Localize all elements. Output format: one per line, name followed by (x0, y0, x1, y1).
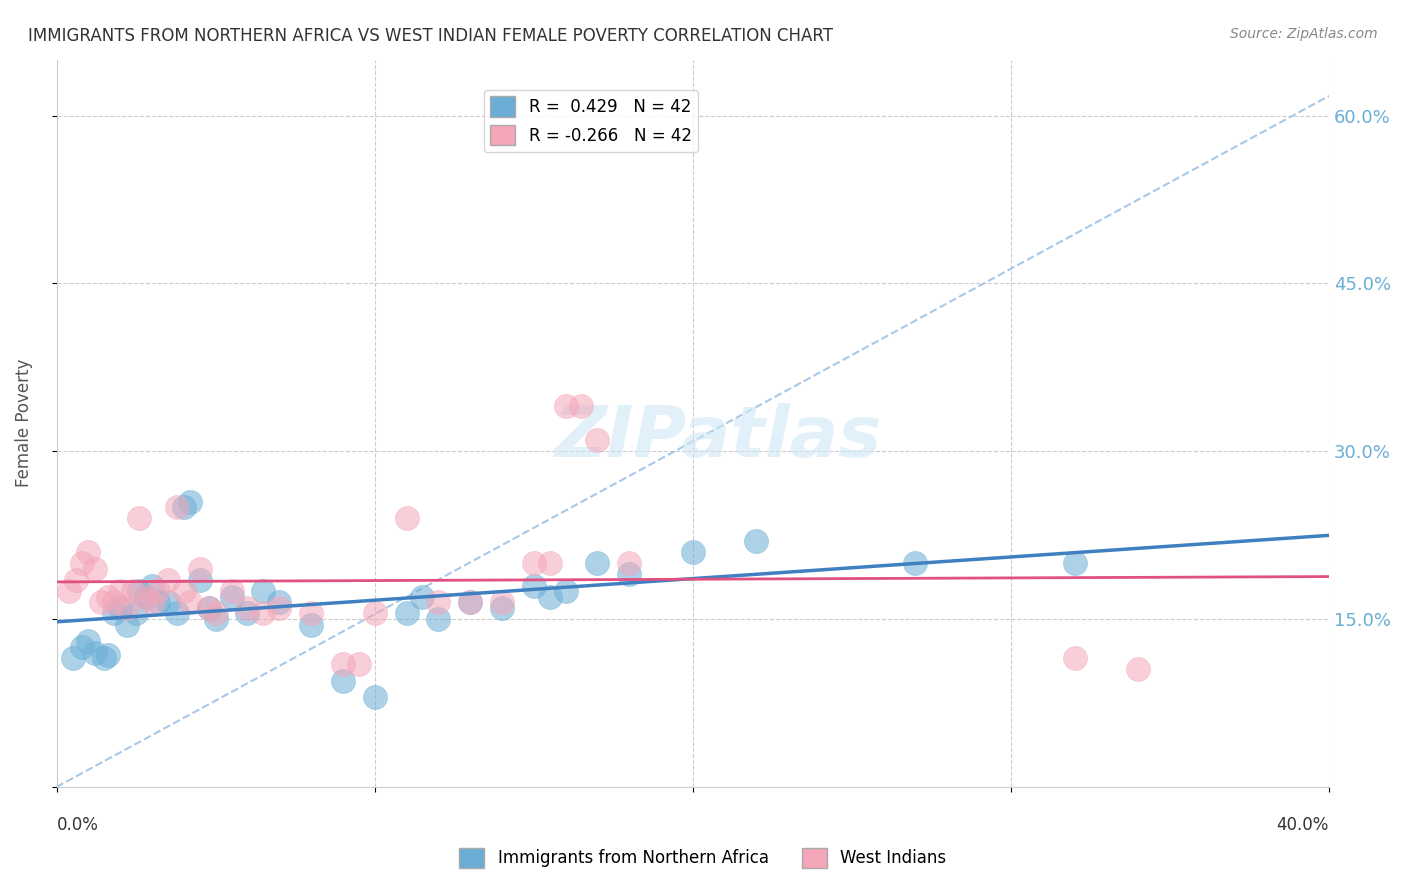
Point (491, 595, 513, 609)
Point (115, 617, 138, 632)
Text: 40.0%: 40.0% (1277, 816, 1329, 834)
Point (166, 607, 188, 621)
Point (221, 584, 243, 599)
Point (65, 573, 87, 587)
Point (571, 400, 593, 414)
Point (115, 600, 138, 615)
Point (110, 600, 132, 615)
Point (156, 573, 179, 587)
Point (427, 612, 450, 626)
Text: Source: ZipAtlas.com: Source: ZipAtlas.com (1230, 27, 1378, 41)
Text: ZIPatlas: ZIPatlas (554, 403, 882, 472)
Point (586, 556, 609, 570)
Point (93, 651, 115, 665)
Point (1063, 556, 1085, 570)
Point (221, 590, 243, 604)
Point (1126, 662, 1149, 676)
Point (332, 673, 354, 688)
Point (458, 595, 481, 609)
Point (236, 600, 259, 615)
Point (156, 595, 179, 609)
Point (538, 556, 561, 570)
Point (523, 578, 546, 592)
Text: IMMIGRANTS FROM NORTHERN AFRICA VS WEST INDIAN FEMALE POVERTY CORRELATION CHART: IMMIGRANTS FROM NORTHERN AFRICA VS WEST … (28, 27, 834, 45)
Point (619, 556, 641, 570)
Point (77, 634, 100, 648)
Text: 0.0%: 0.0% (56, 816, 98, 834)
Point (198, 600, 221, 615)
Legend: R =  0.429   N = 42, R = -0.266   N = 42: R = 0.429 N = 42, R = -0.266 N = 42 (484, 90, 699, 153)
Point (128, 584, 150, 599)
Point (427, 595, 450, 609)
Point (269, 600, 291, 615)
Point (173, 584, 195, 599)
Point (299, 607, 322, 621)
Point (128, 511, 150, 525)
Point (83, 562, 105, 576)
Point (62, 651, 84, 665)
Point (125, 607, 148, 621)
Point (364, 690, 387, 705)
Point (70, 640, 93, 654)
Point (103, 607, 125, 621)
Point (252, 584, 274, 599)
Point (179, 595, 201, 609)
Point (148, 584, 170, 599)
Point (269, 595, 291, 609)
Point (141, 595, 163, 609)
Point (204, 612, 226, 626)
Point (96, 590, 118, 604)
Point (554, 584, 576, 599)
Point (745, 533, 768, 548)
Point (332, 657, 354, 671)
Point (96, 648, 118, 662)
Point (204, 607, 226, 621)
Point (364, 607, 387, 621)
Point (135, 590, 157, 604)
Point (491, 600, 513, 615)
Point (538, 590, 561, 604)
Point (347, 657, 370, 671)
Point (1063, 651, 1085, 665)
Point (135, 590, 157, 604)
Point (179, 494, 201, 508)
Point (619, 567, 641, 582)
Point (166, 500, 188, 515)
Point (586, 433, 609, 447)
Point (58, 584, 80, 599)
Point (148, 595, 170, 609)
Point (523, 556, 546, 570)
Point (77, 545, 100, 559)
Point (70, 556, 93, 570)
Point (103, 595, 125, 609)
Point (299, 617, 322, 632)
Point (198, 600, 221, 615)
Point (411, 590, 433, 604)
Point (141, 578, 163, 592)
Point (252, 607, 274, 621)
Legend: Immigrants from Northern Africa, West Indians: Immigrants from Northern Africa, West In… (453, 841, 953, 875)
Point (173, 500, 195, 515)
Point (236, 607, 259, 621)
Point (188, 573, 211, 587)
Point (904, 556, 927, 570)
Point (83, 646, 105, 660)
Point (122, 584, 145, 599)
Point (682, 545, 704, 559)
Point (458, 595, 481, 609)
Point (90, 595, 112, 609)
Point (110, 584, 132, 599)
Point (188, 562, 211, 576)
Point (554, 400, 576, 414)
Point (395, 511, 418, 525)
Y-axis label: Female Poverty: Female Poverty (15, 359, 32, 487)
Point (395, 607, 418, 621)
